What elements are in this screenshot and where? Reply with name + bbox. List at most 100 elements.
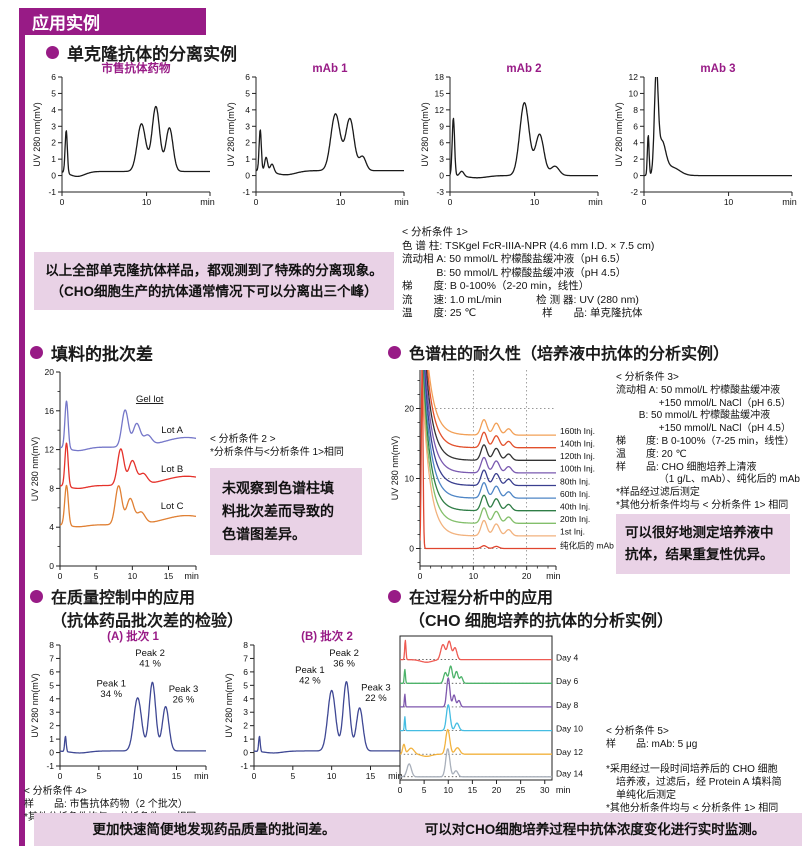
svg-text:0: 0 bbox=[254, 197, 259, 207]
svg-text:UV 280 nm(mV): UV 280 nm(mV) bbox=[420, 102, 430, 167]
svg-text:mAb 1: mAb 1 bbox=[312, 63, 348, 75]
svg-text:16: 16 bbox=[45, 406, 55, 416]
svg-text:26 %: 26 % bbox=[173, 695, 195, 706]
svg-text:min: min bbox=[546, 571, 561, 581]
svg-text:6: 6 bbox=[51, 72, 56, 82]
svg-text:-1: -1 bbox=[242, 187, 250, 197]
chart-mab3: -2 0 2 4 6 8 10 12 0 10 min UV 280 nm(mV) mAb 3 bbox=[614, 63, 797, 207]
section-title-separation: 单克隆抗体的分离实例 bbox=[46, 40, 237, 65]
svg-text:120th Inj.: 120th Inj. bbox=[560, 451, 595, 461]
svg-text:0: 0 bbox=[243, 748, 248, 758]
svg-text:-1: -1 bbox=[46, 761, 54, 771]
svg-text:市售抗体药物: 市售抗体药物 bbox=[102, 62, 171, 75]
svg-text:20th Inj.: 20th Inj. bbox=[560, 514, 590, 524]
svg-text:Lot B: Lot B bbox=[161, 464, 183, 475]
svg-text:3: 3 bbox=[439, 154, 444, 164]
svg-text:UV 280 nm(mV): UV 280 nm(mV) bbox=[30, 673, 40, 738]
svg-text:3: 3 bbox=[243, 707, 248, 717]
chart-mab1: -1 0 1 2 3 4 5 6 0 10 min UV 280 nm(mV) mAb 1 bbox=[226, 63, 409, 207]
section-bullet-icon bbox=[388, 589, 401, 603]
svg-text:5: 5 bbox=[51, 88, 56, 98]
svg-text:0: 0 bbox=[642, 197, 647, 207]
svg-text:4: 4 bbox=[243, 694, 248, 704]
svg-text:15: 15 bbox=[164, 571, 174, 581]
svg-text:40th Inj.: 40th Inj. bbox=[560, 502, 590, 512]
chart-cho-culture-days: 0 5 10 15 20 25 30 min Day 4 Day 6 Day 8 Day 10 Day … bbox=[398, 635, 583, 795]
svg-text:10: 10 bbox=[444, 785, 454, 795]
svg-text:UV 280 nm(mV): UV 280 nm(mV) bbox=[30, 437, 40, 502]
svg-text:0: 0 bbox=[58, 771, 63, 781]
svg-text:25: 25 bbox=[516, 785, 526, 795]
svg-text:140th Inj.: 140th Inj. bbox=[560, 439, 595, 449]
svg-text:10: 10 bbox=[142, 197, 152, 207]
svg-text:UV 280 nm(mV): UV 280 nm(mV) bbox=[224, 673, 234, 738]
svg-text:10: 10 bbox=[629, 88, 639, 98]
svg-text:42 %: 42 % bbox=[299, 676, 321, 687]
svg-text:min: min bbox=[388, 771, 403, 781]
svg-text:Peak 1: Peak 1 bbox=[96, 679, 126, 690]
svg-text:min: min bbox=[184, 571, 199, 581]
section-bullet-icon bbox=[388, 345, 401, 359]
svg-text:Peak 1: Peak 1 bbox=[295, 665, 325, 676]
svg-text:Peak 3: Peak 3 bbox=[169, 684, 199, 695]
svg-text:22 %: 22 % bbox=[365, 693, 387, 704]
svg-text:3: 3 bbox=[49, 707, 54, 717]
svg-text:1st Inj.: 1st Inj. bbox=[560, 527, 585, 537]
svg-text:min: min bbox=[394, 197, 409, 207]
svg-text:4: 4 bbox=[49, 522, 54, 532]
svg-text:0: 0 bbox=[252, 771, 257, 781]
svg-text:34 %: 34 % bbox=[100, 689, 122, 700]
svg-text:3: 3 bbox=[245, 121, 250, 131]
svg-text:10: 10 bbox=[405, 474, 415, 484]
svg-text:(A) 批次 1: (A) 批次 1 bbox=[107, 630, 159, 643]
chart-batch-1: -1 0 1 2 3 4 5 6 7 8 0 5 10 15 min UV 280 nm(mV) (A) 批次 … bbox=[30, 630, 209, 781]
svg-text:5: 5 bbox=[94, 571, 99, 581]
svg-text:5: 5 bbox=[96, 771, 101, 781]
svg-text:0: 0 bbox=[58, 571, 63, 581]
page-header-tab: 应用实例 bbox=[19, 8, 206, 35]
svg-text:20: 20 bbox=[492, 785, 502, 795]
svg-text:0: 0 bbox=[51, 171, 56, 181]
svg-text:min: min bbox=[556, 785, 571, 795]
svg-text:15: 15 bbox=[468, 785, 478, 795]
svg-text:Peak 2: Peak 2 bbox=[135, 648, 165, 659]
svg-text:6: 6 bbox=[245, 72, 250, 82]
section-title-durability: 色谱柱的耐久性（培养液中抗体的分析实例） bbox=[388, 340, 729, 364]
svg-text:1: 1 bbox=[49, 734, 54, 744]
svg-text:0: 0 bbox=[448, 197, 453, 207]
svg-text:0: 0 bbox=[633, 171, 638, 181]
svg-text:0: 0 bbox=[49, 748, 54, 758]
svg-text:-3: -3 bbox=[436, 187, 444, 197]
svg-text:15: 15 bbox=[366, 771, 376, 781]
svg-text:min: min bbox=[588, 197, 603, 207]
svg-text:4: 4 bbox=[245, 105, 250, 115]
section-subtitle-quality-control: （抗体药品批次差的检验） bbox=[51, 613, 244, 630]
svg-text:2: 2 bbox=[633, 154, 638, 164]
svg-text:1: 1 bbox=[245, 154, 250, 164]
svg-text:30: 30 bbox=[540, 785, 550, 795]
svg-text:80th Inj.: 80th Inj. bbox=[560, 476, 590, 486]
svg-text:Gel lot: Gel lot bbox=[136, 394, 164, 405]
svg-text:60th Inj.: 60th Inj. bbox=[560, 489, 590, 499]
svg-text:-1: -1 bbox=[240, 761, 248, 771]
svg-text:min: min bbox=[194, 771, 209, 781]
section-title-text: 在过程分析中的应用 bbox=[409, 590, 554, 607]
callout-quality-control: 更加快速简便地发现药品质量的批间差。 bbox=[34, 813, 394, 846]
callout-process-monitoring: 可以对CHO细胞培养过程中抗体浓度变化进行实时监测。 bbox=[388, 813, 802, 846]
svg-text:10: 10 bbox=[724, 197, 734, 207]
svg-text:0: 0 bbox=[418, 571, 423, 581]
svg-text:160th Inj.: 160th Inj. bbox=[560, 426, 595, 436]
chart-gel-lots: 0 4 8 12 16 20 0 5 10 15 min UV 280 nm(mV) Gel lot Lo… bbox=[30, 367, 199, 581]
svg-text:10: 10 bbox=[336, 197, 346, 207]
svg-text:8: 8 bbox=[49, 483, 54, 493]
svg-text:UV 280 nm(mV): UV 280 nm(mV) bbox=[390, 436, 400, 501]
section-title-text: 填料的批次差 bbox=[51, 345, 153, 364]
svg-text:36 %: 36 % bbox=[333, 658, 355, 669]
svg-text:1: 1 bbox=[51, 154, 56, 164]
section-title-text: 在质量控制中的应用 bbox=[51, 590, 196, 607]
section-bullet-icon bbox=[30, 589, 43, 603]
svg-text:Lot A: Lot A bbox=[161, 425, 183, 436]
svg-text:mAb 2: mAb 2 bbox=[506, 63, 541, 75]
svg-text:2: 2 bbox=[51, 138, 56, 148]
